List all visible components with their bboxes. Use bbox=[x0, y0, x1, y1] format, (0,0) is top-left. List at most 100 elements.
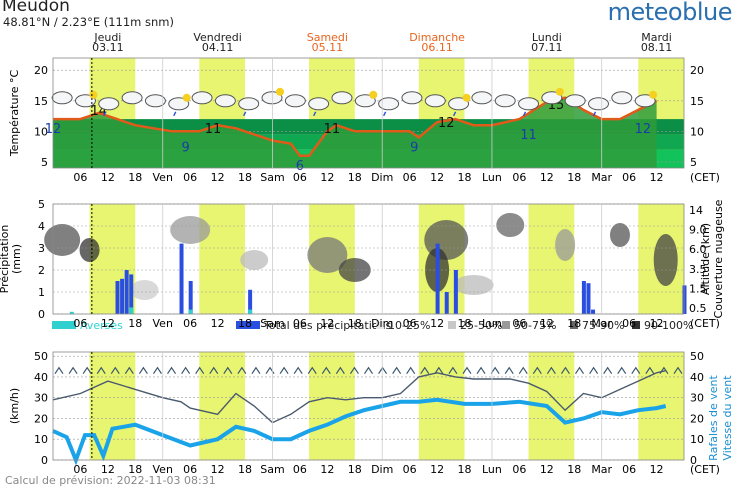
x-tick-label: Lun bbox=[482, 463, 502, 476]
y2-tick-label: 50 bbox=[690, 350, 704, 363]
wind-direction-arrow bbox=[603, 366, 613, 375]
x-tick-label: 06 bbox=[622, 463, 636, 476]
x-tick-label: Sam bbox=[260, 171, 284, 184]
y2-tick-label: 6.0 bbox=[689, 243, 707, 256]
weather-icon bbox=[214, 94, 236, 108]
x-tick-label: 18 bbox=[458, 171, 472, 184]
x-tick-label: 18 bbox=[128, 171, 142, 184]
y-tick-label: 3 bbox=[38, 242, 45, 255]
cloud-cover-area bbox=[496, 213, 525, 237]
x-tick-label: 12 bbox=[320, 317, 334, 330]
x-tick-label: 12 bbox=[430, 171, 444, 184]
weather-icon bbox=[564, 94, 586, 108]
wind-speed-axis-label: Vitesse du vent bbox=[721, 375, 734, 461]
wind-direction-arrow bbox=[223, 366, 233, 375]
precip-axis-label: Précipitation bbox=[0, 225, 11, 294]
temperature-value-label: 11 bbox=[324, 122, 341, 137]
rain-drop bbox=[522, 111, 527, 117]
cloud-cover-area bbox=[653, 234, 678, 286]
y-tick-label: 10 bbox=[34, 433, 48, 446]
cloud-cover-axis-label: Couverture nuageuse bbox=[712, 199, 725, 318]
altitude-axis-label: Altitude (km) bbox=[699, 223, 712, 295]
wind-direction-arrow bbox=[279, 366, 289, 375]
day-name-label: Dimanche bbox=[409, 31, 465, 44]
x-tick-label: 06 bbox=[512, 463, 526, 476]
cloud-cover-area bbox=[44, 224, 81, 256]
day-name-label: Jeudi bbox=[93, 31, 121, 44]
x-tick-label: 18 bbox=[128, 317, 142, 330]
y2-tick-label: 0.5 bbox=[689, 302, 707, 315]
wind-direction-arrow bbox=[518, 366, 528, 375]
cloud-shape bbox=[261, 91, 283, 105]
sun-shape bbox=[462, 93, 471, 102]
daylight-band bbox=[309, 352, 355, 460]
precip-axis-unit: (mm) bbox=[10, 244, 23, 274]
wind-direction-arrow bbox=[420, 366, 430, 375]
weather-icon bbox=[448, 93, 471, 117]
temperature-value-label: 11 bbox=[520, 128, 537, 143]
cloud-shape bbox=[191, 91, 213, 105]
cloud-shape bbox=[354, 94, 376, 108]
weather-icon bbox=[98, 97, 120, 117]
x-tick-label: 06 bbox=[293, 317, 307, 330]
y-tick-label: 10 bbox=[34, 125, 48, 138]
precip-bar bbox=[435, 243, 440, 314]
wind-direction-arrow bbox=[645, 366, 655, 375]
temperature-value-label: 9 bbox=[410, 140, 418, 155]
day-date-label: 04.11 bbox=[202, 41, 234, 54]
daylight-band bbox=[199, 204, 246, 314]
y-tick-label: 5 bbox=[38, 198, 45, 211]
sun-shape bbox=[89, 90, 98, 99]
weather-icon bbox=[587, 97, 609, 117]
meteoblue-logo[interactable]: meteoblue bbox=[607, 0, 733, 26]
weather-icon bbox=[331, 91, 353, 105]
weather-icon bbox=[518, 97, 540, 117]
wind-direction-arrow bbox=[349, 366, 359, 375]
y-tick-label: 1 bbox=[38, 286, 45, 299]
gust-axis-label: Rafales de vent bbox=[707, 375, 720, 461]
x-tick-label: Ven bbox=[153, 317, 173, 330]
wind-direction-arrow bbox=[560, 366, 570, 375]
cloud-cover-area bbox=[307, 237, 348, 273]
legend-swatch bbox=[502, 321, 510, 329]
shower-bar bbox=[248, 309, 253, 314]
cloud-shape bbox=[168, 97, 190, 111]
x-tick-label: 06 bbox=[183, 171, 197, 184]
y2-tick-label: 20 bbox=[690, 412, 704, 425]
weather-icon bbox=[354, 90, 378, 108]
wind-direction-arrow bbox=[209, 366, 219, 375]
x-tick-label: Sam bbox=[260, 317, 284, 330]
x-tick-label: Dim bbox=[371, 463, 393, 476]
day-date-label: 08.11 bbox=[641, 41, 673, 54]
x-tick-label: 12 bbox=[320, 463, 334, 476]
x-tick-label: 18 bbox=[348, 317, 362, 330]
cloud-shape bbox=[238, 97, 260, 111]
weather-icon bbox=[611, 91, 633, 105]
legend-swatch bbox=[376, 321, 384, 329]
x-tick-label: Lun bbox=[482, 317, 502, 330]
cloud-shape bbox=[448, 97, 470, 111]
weather-icon bbox=[284, 94, 306, 108]
wind-direction-arrow bbox=[392, 366, 402, 375]
precip-bar bbox=[682, 285, 687, 314]
cloud-shape bbox=[74, 94, 96, 108]
wind-direction-arrow bbox=[195, 366, 205, 375]
rain-drop bbox=[173, 111, 177, 117]
y-tick-label: 40 bbox=[34, 371, 48, 384]
wind-direction-arrow bbox=[532, 366, 542, 375]
cloud-shape bbox=[587, 97, 609, 111]
precip-bar bbox=[248, 289, 253, 314]
precip-bar bbox=[591, 309, 596, 314]
x-tick-label: 06 bbox=[512, 171, 526, 184]
cloud-shape bbox=[634, 94, 656, 108]
y-tick-label: 5 bbox=[41, 156, 48, 169]
cloud-shape bbox=[424, 94, 446, 108]
wind-axis-label: (km/h) bbox=[8, 388, 21, 424]
x-tick-label: 06 bbox=[73, 463, 87, 476]
day-date-label: 05.11 bbox=[312, 41, 344, 54]
legend-swatch bbox=[632, 321, 640, 329]
wind-direction-arrow bbox=[504, 366, 514, 375]
wind-direction-arrow bbox=[110, 366, 120, 375]
x-tick-label: Mar bbox=[591, 463, 612, 476]
weather-icon bbox=[238, 97, 260, 117]
